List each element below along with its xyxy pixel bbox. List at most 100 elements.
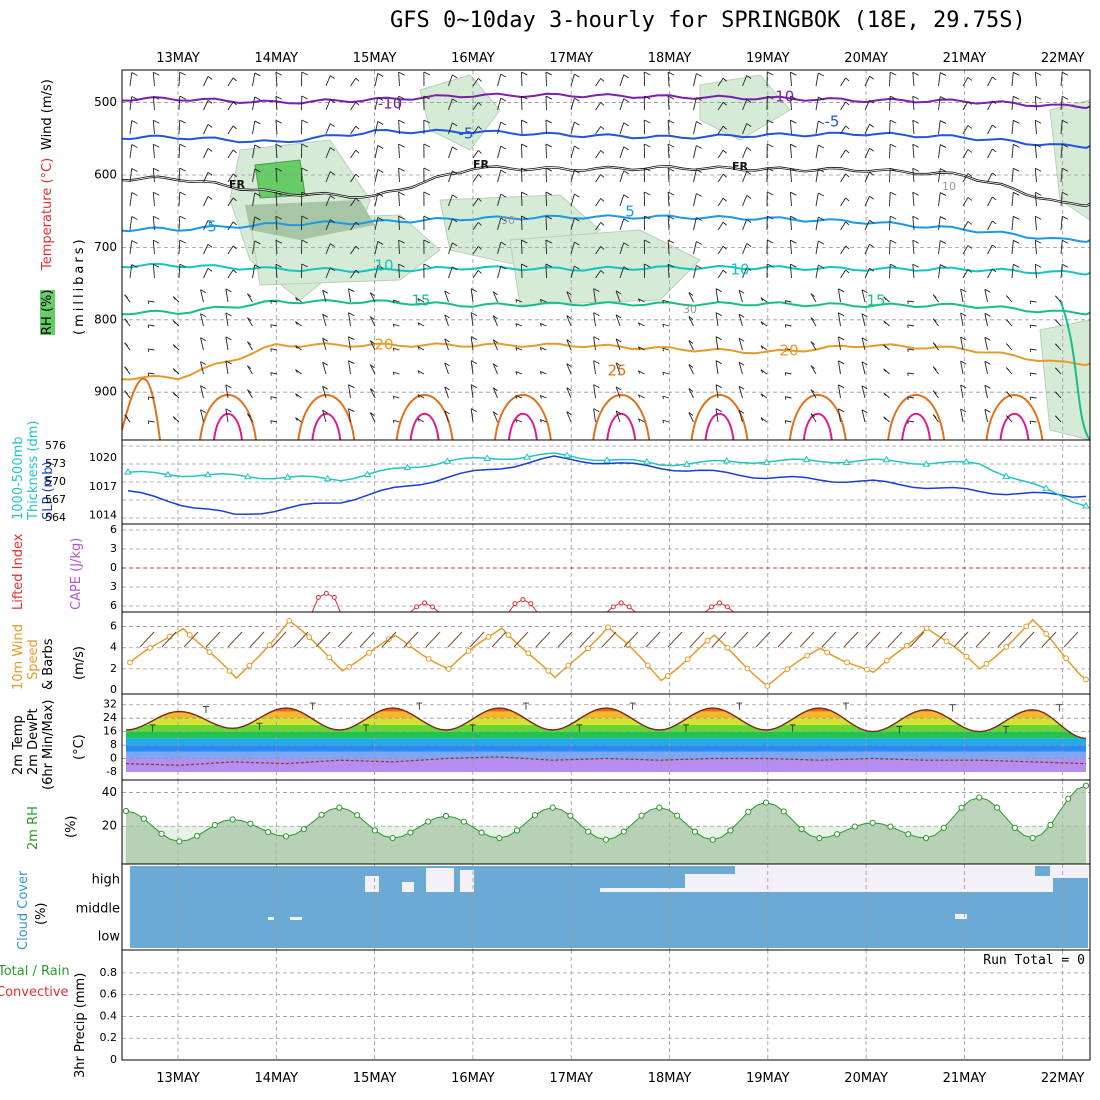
wind-barb-flag [940,72,947,76]
wind-barb [810,389,817,399]
precip-grid [122,950,1090,1060]
wind10-line-marker [605,624,611,631]
wind-barb [350,173,357,183]
wind-barb [789,96,792,111]
wind-barb [667,120,670,135]
wind-barb [638,418,645,423]
wind-barb-flag [932,342,937,346]
wind-barb [912,192,915,207]
wind-barb-flag [270,324,272,328]
temp-band [126,738,1086,746]
wind-barb-flag [295,393,298,397]
wind-barb [152,240,155,255]
wind-barb-flag [644,191,651,196]
wind-barb [374,73,379,87]
wind-barb-flag [225,384,232,389]
wind-barb-flag [845,149,850,154]
cloud-gap [735,866,1035,892]
wind-barb [417,346,425,351]
x-label-top: 18MAY [648,51,692,66]
wind-barb [570,74,575,87]
wind-barb-flag [637,346,641,350]
wind-barb [715,384,719,399]
wind-barb-flag [784,300,787,304]
wind-barb-flag [153,143,160,148]
wind-barb-flag [960,360,967,365]
wind-barb [1011,240,1014,255]
wind-barb [444,290,449,303]
wind-barb [667,144,670,159]
wind-barb-flag [818,120,825,125]
wind10-barb [667,631,683,648]
wind-barb-flag [861,409,868,414]
wind-barb-flag [912,263,919,268]
wind-barb-flag [818,264,825,269]
wind-barb [152,96,155,111]
wind-barb [417,322,425,327]
wind-barb-flag [398,95,405,100]
wind-barb-flag [615,410,622,415]
wind-barb-flag [370,316,375,321]
x-label-bottom: 13MAY [156,1071,200,1086]
wind-barb [864,196,870,207]
wind-barb [152,216,155,231]
wind-barb [938,216,941,231]
wind-barb-flag [662,300,664,304]
contour-25-loop [788,394,847,441]
wind-barb-flag [295,321,298,325]
wind-barb-flag [869,219,874,224]
wind-barb-flag [301,71,308,76]
wind-barb-flag [392,300,395,304]
wind-barb [252,120,256,135]
rh2m-marker [265,829,272,836]
wind-barb [912,120,915,135]
wind-barb [325,219,331,231]
wind10-barb [557,631,573,648]
wind-barb-flag [967,125,972,129]
rh2m-marker [709,836,716,843]
wind-barb [717,246,724,255]
wind-barb [203,244,209,255]
wind-barb-flag [1035,263,1042,268]
wind-barb [688,316,694,327]
wind-barb-flag [746,75,752,79]
wind10-barb [205,631,221,648]
wind-barb-flag [254,240,261,245]
wind-barb [227,149,234,159]
wind-barb-flag [960,408,967,413]
wind-barb-flag [940,192,947,196]
wind-barb [200,313,204,327]
wind-barb-flag [667,191,675,196]
wind-barb-flag [417,298,420,302]
wind-barb [545,144,547,159]
wind-barb [1030,396,1037,399]
wind-barb [907,300,915,303]
wind-barb [1030,372,1037,375]
wind-barb-flag [545,95,553,100]
wind-barb [152,144,155,159]
li-marker [717,600,722,606]
wind-barb [912,72,915,87]
wind-barb-flag [322,385,328,390]
wind-barb-flag [131,216,138,220]
wind-barb [398,192,400,207]
wind-barb [987,124,993,135]
wind10-barb [799,631,815,648]
wind-barb-flag [790,119,797,124]
wind-barb [907,420,915,423]
wind-barb [227,173,234,183]
wind-barb-flag [153,239,160,244]
wind-barb-flag [932,414,937,418]
wind-barb-flag [417,370,420,374]
wind-barb [227,197,234,207]
wind-barb [810,317,817,327]
wind-barb-flag [715,408,722,413]
thickness-line-marker [1002,472,1011,479]
wind-barb-flag [818,168,825,173]
wind-barb-flag [275,95,283,100]
wind-barb [398,144,400,159]
rh2m-marker [940,824,947,832]
wind-barb-flag [845,269,850,274]
wind-barb [1060,120,1063,135]
wind-barb [987,268,993,279]
